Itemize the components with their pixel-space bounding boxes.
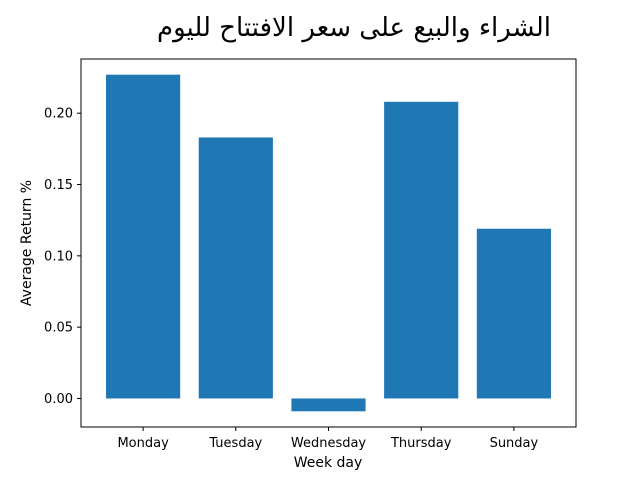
x-axis-ticks: Monday Tuesday Wednesday Thursday Sunday [117,427,539,451]
y-axis-ticks: 0.00 0.05 0.10 0.15 0.20 [44,107,81,407]
x-tick-label: Thursday [390,436,452,451]
x-tick-label: Tuesday [208,436,262,451]
bars-group [106,74,551,412]
x-tick-label: Wednesday [291,436,367,451]
bar-monday [106,74,181,399]
bar-thursday [384,101,459,399]
y-tick-label: 0.20 [44,107,73,122]
chart-title: الشراء والبيع على سعر الافتتاح لليوم [157,13,551,43]
y-tick-label: 0.15 [44,178,73,193]
x-axis-label: Week day [294,455,363,471]
plot-frame [80,58,577,428]
bar-sunday [476,228,551,399]
y-tick-label: 0.10 [44,249,73,264]
bar-tuesday [198,137,273,399]
x-tick-label: Sunday [490,436,539,451]
bar-wednesday [291,398,366,412]
y-tick-label: 0.00 [44,392,73,407]
y-axis-label: Average Return % [19,180,35,306]
y-tick-label: 0.05 [44,321,73,336]
x-tick-label: Monday [117,436,169,451]
